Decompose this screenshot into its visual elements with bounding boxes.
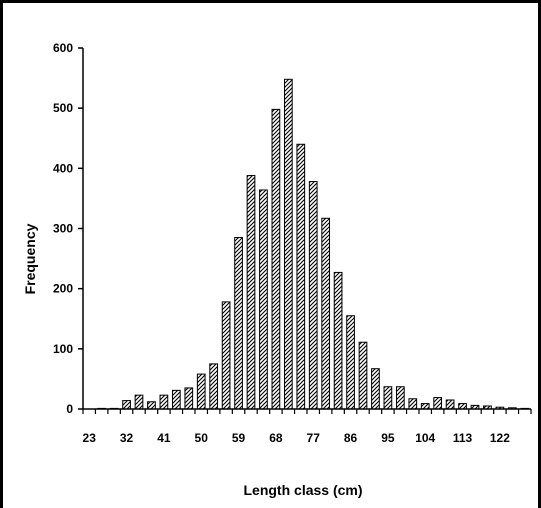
y-ticks-group: 0 100 200 300 400 500 600	[53, 41, 83, 416]
bar-71	[283, 78, 293, 410]
bar-65	[259, 189, 268, 410]
x-tick-label: 104	[415, 431, 435, 445]
x-tick-label: 32	[120, 431, 134, 445]
bar-38	[147, 401, 156, 410]
bar-95	[383, 386, 393, 410]
x-tick-label: 113	[453, 431, 473, 445]
bar-86	[346, 315, 355, 410]
bar-80	[321, 217, 331, 410]
y-tick-label: 400	[53, 161, 73, 175]
bar-89	[358, 341, 368, 410]
y-tick-label: 500	[53, 101, 73, 115]
bar-44	[171, 389, 181, 410]
bar-110	[445, 399, 455, 410]
bar-50	[196, 373, 206, 410]
bar-92	[371, 368, 380, 410]
bars-group	[97, 78, 530, 410]
x-tick-label: 41	[157, 431, 171, 445]
bar-98	[395, 386, 405, 410]
axes-group	[82, 48, 531, 410]
x-axis-title: Length class (cm)	[243, 482, 362, 498]
y-tick-label: 100	[53, 342, 73, 356]
x-tick-label: 23	[83, 431, 97, 445]
y-tick-label: 600	[53, 41, 73, 55]
bar-74	[296, 143, 306, 410]
bar-32	[122, 400, 131, 410]
x-tick-label: 122	[490, 431, 510, 445]
bar-77	[308, 181, 318, 410]
x-tick-label: 68	[269, 431, 283, 445]
x-ticks-group: 23 32 41 50 59 68 77 86 95 104 113 122	[82, 409, 532, 445]
bar-68	[271, 108, 281, 410]
x-tick-label: 95	[381, 431, 395, 445]
y-axis-title: Frequency	[22, 223, 38, 294]
bar-107	[433, 397, 443, 410]
bar-35	[134, 394, 144, 410]
bar-104	[420, 403, 430, 410]
y-tick-label: 200	[53, 282, 73, 296]
bar-56	[221, 301, 231, 410]
y-tick-label: 0	[66, 402, 73, 416]
bar-41	[159, 394, 169, 410]
x-tick-label: 77	[307, 431, 321, 445]
bar-101	[408, 398, 418, 410]
bar-83	[333, 271, 343, 410]
bar-113	[458, 403, 467, 410]
x-tick-label: 59	[232, 431, 246, 445]
bar-53	[209, 363, 219, 410]
x-tick-label: 50	[195, 431, 209, 445]
bar-62	[246, 175, 256, 410]
bar-59	[234, 237, 243, 410]
y-tick-label: 300	[53, 222, 73, 236]
bar-47	[184, 387, 194, 410]
x-tick-label: 86	[344, 431, 358, 445]
